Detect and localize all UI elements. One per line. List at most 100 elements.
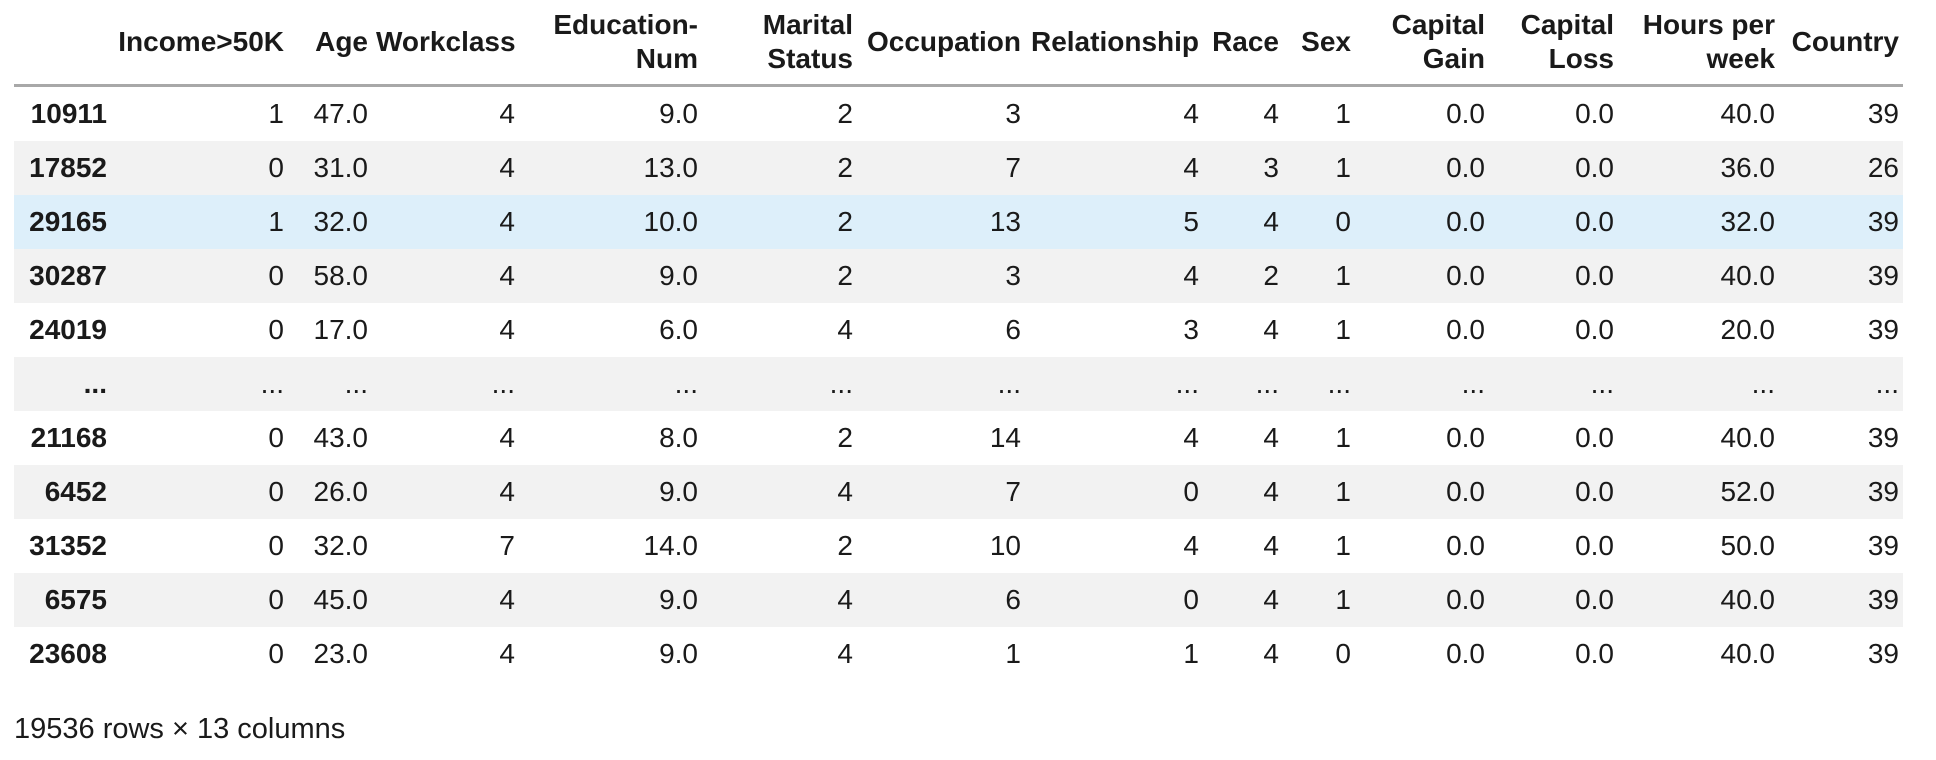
table-cell: 8.0	[659, 422, 698, 453]
row-index: 23608	[29, 638, 107, 669]
table-cell: 0.0	[1446, 314, 1485, 345]
table-row: ........................................…	[14, 357, 1903, 411]
table-cell: 0	[268, 422, 284, 453]
table-cell: 7	[499, 530, 515, 561]
table-cell: 1	[268, 98, 284, 129]
row-index: 10911	[30, 98, 107, 129]
row-index: 31352	[29, 530, 107, 561]
row-index: ...	[83, 368, 107, 399]
table-cell: 1	[1335, 152, 1351, 183]
table-cell: 45.0	[313, 584, 369, 615]
table-cell: 4	[1183, 152, 1199, 183]
table-cell: 31.0	[313, 152, 369, 183]
table-row: 30287 0 58.0 4 9.0 2 3 4 2 1 0.0 0.0 40.0 39	[14, 249, 1903, 303]
row-index: 30287	[29, 260, 107, 291]
table-cell: 40.0	[1720, 422, 1776, 453]
table-cell: 40.0	[1720, 584, 1776, 615]
table-cell: 14	[989, 422, 1021, 453]
column-header: Country	[1779, 0, 1903, 87]
table-cell: 4	[837, 476, 853, 507]
table-cell: 0.0	[1575, 260, 1614, 291]
table-row: 31352 0 32.0 7 14.0 2 10 4 4 1 0.0 0.0 50.0 39	[14, 519, 1903, 573]
table-cell: 23.0	[313, 638, 369, 669]
table-cell: 2	[837, 260, 853, 291]
table-cell: 10.0	[643, 206, 699, 237]
table-cell: 0.0	[1575, 638, 1614, 669]
table-row: 23608 0 23.0 4 9.0 4 1 1 4 0 0.0 0.0 40.0 39	[14, 627, 1903, 681]
table-cell: 0.0	[1575, 206, 1614, 237]
table-cell: 26.0	[313, 476, 369, 507]
table-cell: 0.0	[1446, 476, 1485, 507]
table-cell: 4	[1263, 476, 1279, 507]
table-cell: 2	[837, 98, 853, 129]
table-cell: 10	[989, 530, 1021, 561]
table-cell: 0	[268, 152, 284, 183]
table-cell: 39	[1867, 260, 1899, 291]
table-cell: 5	[1183, 206, 1199, 237]
table-row: 24019 0 17.0 4 6.0 4 6 3 4 1 0.0 0.0 20.0 39	[14, 303, 1903, 357]
column-header: Occupation	[857, 0, 1025, 87]
table-cell: 1	[1335, 98, 1351, 129]
table-cell: 2	[1263, 260, 1279, 291]
table-cell: 1	[1335, 476, 1351, 507]
dataframe-body: 10911 1 47.0 4 9.0 2 3 4 4 1 0.0 0.0 40.0 39 17852 0 31.…	[14, 86, 1903, 682]
table-cell: 4	[499, 476, 515, 507]
table-cell: 4	[1183, 260, 1199, 291]
table-cell: 3	[1183, 314, 1199, 345]
table-cell: 9.0	[659, 638, 698, 669]
column-header: Sex	[1283, 0, 1355, 87]
table-cell: 4	[837, 638, 853, 669]
table-cell: 2	[837, 422, 853, 453]
table-cell: 17.0	[313, 314, 369, 345]
dataframe-table: Income>50K Age Workclass Education-Num Marit…	[14, 0, 1903, 681]
table-cell: ...	[1327, 368, 1351, 399]
table-cell: 0	[268, 476, 284, 507]
dataframe-shape: 19536 rows × 13 columns	[14, 713, 346, 745]
table-cell: 0.0	[1575, 530, 1614, 561]
table-cell: 39	[1867, 314, 1899, 345]
table-cell: ...	[829, 368, 853, 399]
table-cell: 4	[499, 314, 515, 345]
table-cell: 4	[1263, 98, 1279, 129]
table-cell: ...	[1875, 368, 1899, 399]
table-cell: 3	[1005, 98, 1021, 129]
table-cell: 0.0	[1575, 476, 1614, 507]
table-cell: 0	[1335, 638, 1351, 669]
table-cell: 4	[499, 638, 515, 669]
table-row: 10911 1 47.0 4 9.0 2 3 4 4 1 0.0 0.0 40.0 39	[14, 86, 1903, 142]
table-cell: 0.0	[1446, 152, 1485, 183]
table-cell: 50.0	[1720, 530, 1776, 561]
table-cell: 39	[1867, 530, 1899, 561]
table-cell: 4	[1183, 530, 1199, 561]
table-cell: 9.0	[659, 584, 698, 615]
table-cell: 40.0	[1720, 638, 1776, 669]
table-cell: 0.0	[1575, 152, 1614, 183]
table-cell: 40.0	[1720, 98, 1776, 129]
table-cell: 26	[1867, 152, 1899, 183]
table-cell: 0.0	[1446, 584, 1485, 615]
row-index: 6575	[44, 584, 107, 615]
table-cell: 32.0	[1720, 206, 1776, 237]
column-header: Workclass	[372, 0, 519, 87]
table-cell: 4	[1183, 422, 1199, 453]
table-cell: 0	[268, 638, 284, 669]
table-cell: 4	[499, 260, 515, 291]
column-header: Race	[1203, 0, 1283, 87]
table-cell: 32.0	[313, 530, 369, 561]
table-cell: 6	[1005, 584, 1021, 615]
table-cell: 9.0	[659, 476, 698, 507]
table-cell: 4	[499, 98, 515, 129]
table-cell: 0.0	[1446, 260, 1485, 291]
table-cell: 4	[499, 584, 515, 615]
table-cell: 40.0	[1720, 260, 1776, 291]
column-header: Education-Num	[519, 0, 702, 87]
column-header: Capital Gain	[1355, 0, 1489, 87]
table-cell: ...	[1590, 368, 1614, 399]
table-cell: ...	[1461, 368, 1485, 399]
table-row: 6575 0 45.0 4 9.0 4 6 0 4 1 0.0 0.0 40.0 39	[14, 573, 1903, 627]
table-cell: 0	[268, 314, 284, 345]
table-cell: 39	[1867, 638, 1899, 669]
table-cell: 0.0	[1575, 314, 1614, 345]
table-cell: ...	[674, 368, 698, 399]
